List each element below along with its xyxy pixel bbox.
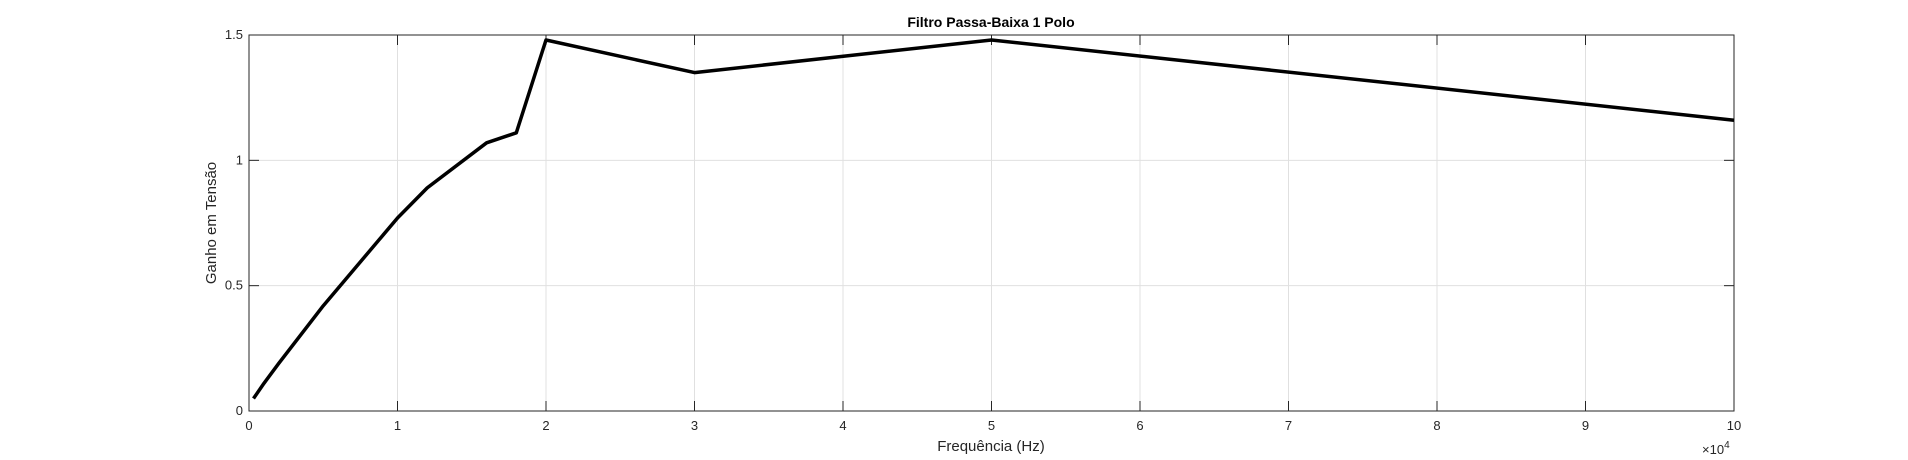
chart-title: Filtro Passa-Baixa 1 Polo [907, 14, 1074, 30]
x-tick-label: 1 [394, 418, 401, 433]
y-tick-label: 1.5 [225, 27, 243, 42]
y-tick-label: 0 [236, 403, 243, 418]
x-exponent-base: ×10 [1702, 442, 1724, 457]
plot-area-frame [248, 34, 1735, 412]
x-tick-label: 5 [988, 418, 995, 433]
x-axis-label: Frequência (Hz) [937, 438, 1045, 455]
x-exponent-label: ×104 [1702, 440, 1730, 457]
x-exponent-power: 4 [1724, 440, 1730, 451]
x-tick-label: 9 [1582, 418, 1589, 433]
x-tick-label: 2 [542, 418, 549, 433]
x-tick-label: 3 [691, 418, 698, 433]
x-tick-label: 4 [839, 418, 846, 433]
y-tick-label: 0.5 [225, 278, 243, 293]
series-line [252, 38, 1735, 400]
tick-labels: 0 1 2 3 4 5 6 7 8 9 10 0 0.5 1 1.5 [225, 27, 1741, 433]
x-tick-label: 10 [1727, 418, 1741, 433]
x-tick-label: 8 [1433, 418, 1440, 433]
y-tick-label: 1 [236, 152, 243, 167]
x-tick-label: 6 [1136, 418, 1143, 433]
y-axis-label: Ganho em Tensão [203, 162, 220, 284]
x-tick-label: 0 [245, 418, 252, 433]
x-tick-label: 7 [1285, 418, 1292, 433]
